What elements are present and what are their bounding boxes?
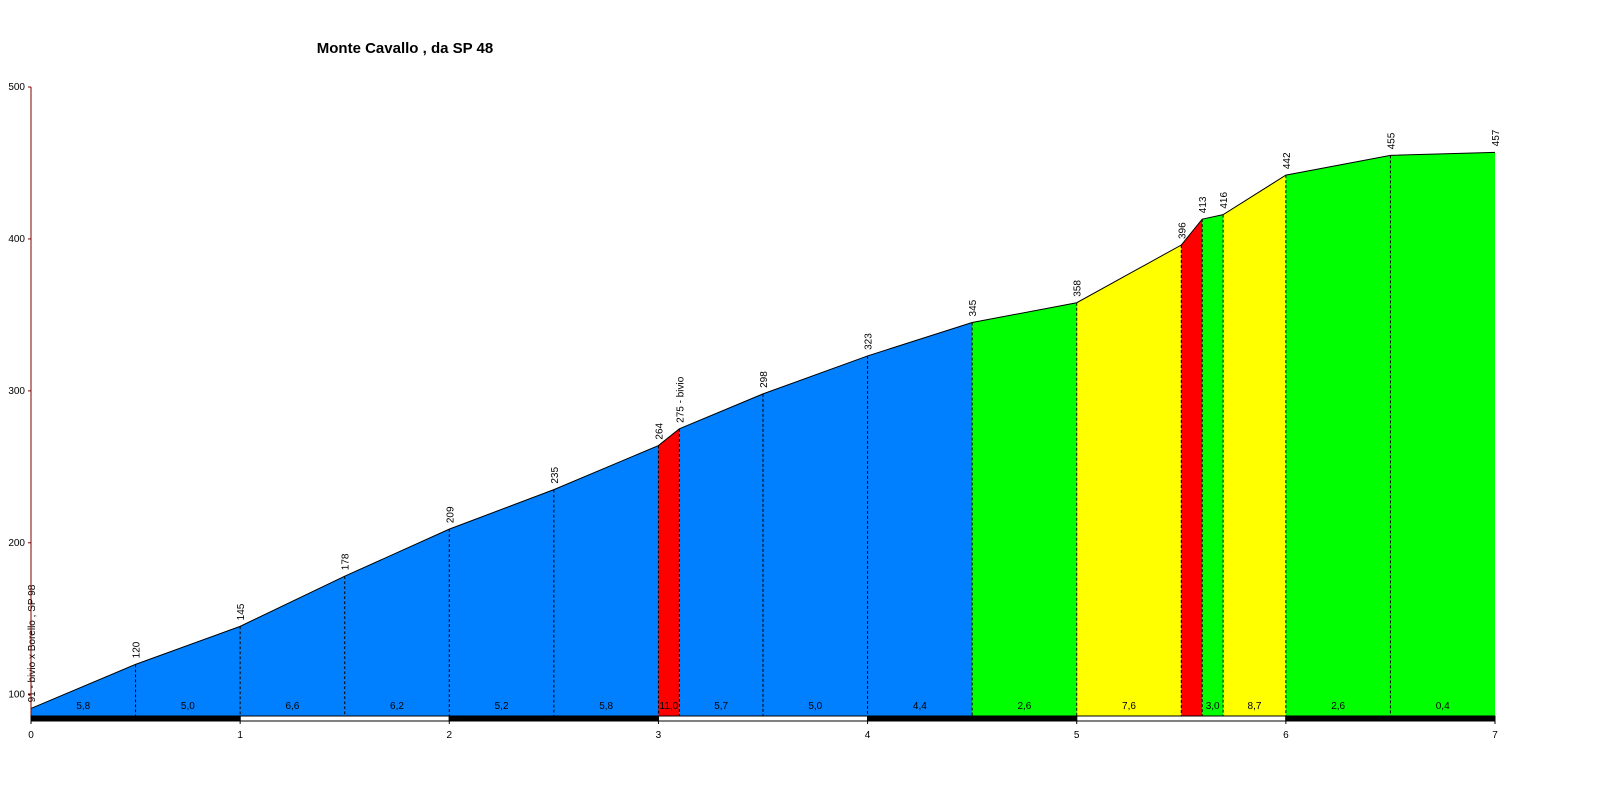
km-band [239, 715, 450, 722]
km-band [867, 715, 1078, 722]
x-tick-label: 4 [865, 730, 871, 741]
point-label: 120 [132, 641, 143, 658]
profile-segment [867, 322, 973, 716]
point-label: 358 [1073, 280, 1084, 297]
point-label: 91 - bivio x Borello , SP 98 [27, 584, 38, 702]
km-band [1285, 715, 1496, 722]
profile-segment [972, 302, 1077, 716]
profile-segment [1076, 245, 1182, 717]
point-label: 235 [550, 466, 561, 483]
profile-segment [679, 393, 763, 716]
x-tick-label: 7 [1492, 730, 1498, 741]
profile-segment [135, 626, 241, 716]
y-tick-label: 500 [8, 82, 25, 93]
x-tick-label: 5 [1074, 730, 1080, 741]
point-label: 209 [445, 506, 456, 523]
gradient-label: 6,2 [390, 701, 404, 712]
gradient-label: 5,8 [599, 701, 613, 712]
x-tick-label: 2 [447, 730, 453, 741]
gradient-label: 5,8 [76, 701, 90, 712]
gradient-label: 4,4 [913, 701, 927, 712]
profile-segment [1202, 214, 1224, 717]
profile-segment [1390, 152, 1495, 716]
profile-segment [553, 445, 659, 716]
point-label: 298 [759, 371, 770, 388]
profile-segment [1181, 219, 1203, 716]
gradient-label: 2,6 [1331, 701, 1345, 712]
x-tick-label: 1 [237, 730, 243, 741]
profile-segment [449, 489, 554, 716]
km-band [1076, 715, 1287, 722]
km-band [657, 715, 869, 722]
profile-segment [344, 529, 450, 716]
y-tick-label: 400 [8, 234, 25, 245]
point-label: 275 - bivio [675, 376, 686, 423]
point-label: 323 [864, 333, 875, 350]
point-label: 413 [1198, 196, 1209, 213]
gradient-label: 0,4 [1436, 701, 1450, 712]
point-label: 455 [1386, 132, 1397, 149]
km-band [448, 715, 659, 722]
gradient-label: 8,7 [1248, 701, 1262, 712]
gradient-label: 5,0 [181, 701, 195, 712]
x-tick-label: 6 [1283, 730, 1289, 741]
point-label: 416 [1219, 192, 1230, 209]
gradient-label: 3,0 [1206, 701, 1220, 712]
gradient-label: 5,7 [714, 701, 728, 712]
gradient-label: 5,2 [495, 701, 509, 712]
point-label: 264 [654, 422, 665, 439]
gradient-label: 7,6 [1122, 701, 1136, 712]
profile-segment [31, 664, 136, 716]
y-tick-label: 300 [8, 386, 25, 397]
point-label: 457 [1491, 129, 1502, 146]
point-label: 396 [1177, 222, 1188, 239]
profile-segment [658, 428, 680, 716]
profile-segment [763, 355, 868, 716]
gradient-label: 11,0 [660, 701, 679, 712]
y-tick-label: 100 [8, 690, 25, 701]
gradient-label: 5,0 [808, 701, 822, 712]
x-tick-label: 3 [656, 730, 662, 741]
gradient-label: 2,6 [1017, 701, 1031, 712]
profile-segment [1285, 155, 1391, 716]
profile-line [30, 151, 1496, 709]
x-tick-label: 0 [28, 730, 34, 741]
point-label: 345 [968, 299, 979, 316]
profile-segment [240, 576, 345, 716]
y-tick-label: 200 [8, 538, 25, 549]
km-band [30, 715, 241, 722]
point-label: 145 [236, 603, 247, 620]
gradient-label: 6,6 [285, 701, 299, 712]
point-label: 178 [341, 553, 352, 570]
chart-title: Monte Cavallo , da SP 48 [317, 40, 493, 57]
profile-segment [1223, 175, 1286, 716]
point-label: 442 [1282, 152, 1293, 169]
